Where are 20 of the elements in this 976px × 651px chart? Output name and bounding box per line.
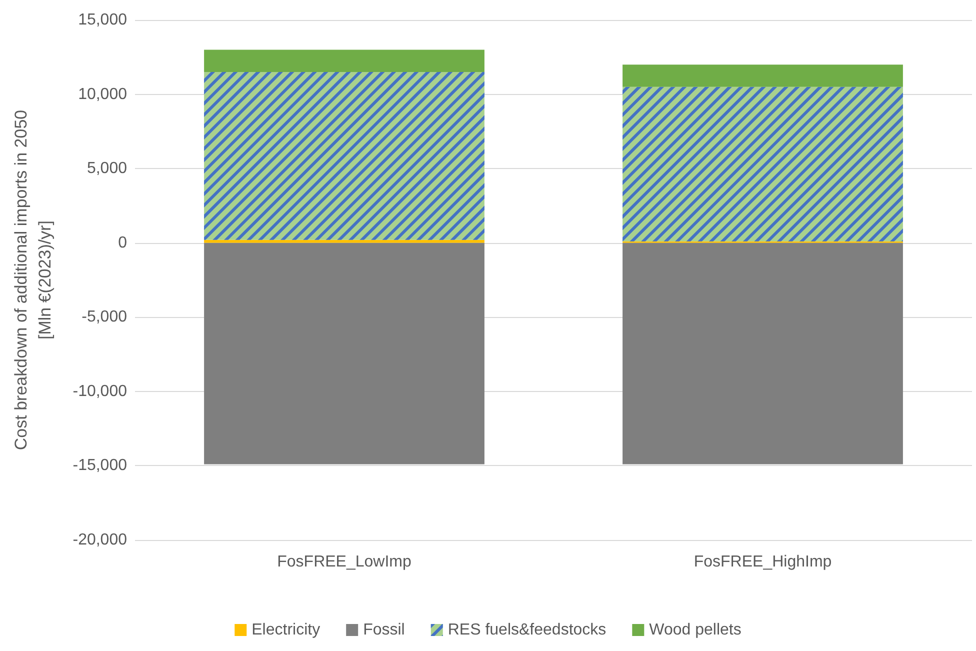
legend-label: Fossil (363, 622, 405, 638)
x-tick-label: FosFREE_LowImp (277, 554, 412, 570)
bar (204, 50, 484, 72)
bar (204, 240, 484, 243)
bar (204, 242, 484, 464)
y-tick-label: 15,000 (78, 12, 128, 28)
y-tick-label: -10,000 (72, 382, 128, 400)
y-tick-label: 10,000 (78, 86, 128, 103)
y-tick-label: -15,000 (72, 457, 128, 474)
legend-label: Electricity (252, 622, 320, 638)
bar (622, 64, 903, 87)
x-tick-label: FosFREE_HighImp (694, 554, 832, 570)
legend-label: Wood pellets (649, 622, 742, 638)
y-tick-label: 5,000 (86, 160, 128, 178)
bar (622, 242, 903, 464)
legend-label: RES fuels&feedstocks (448, 622, 606, 638)
y-axis-title: Cost breakdown of additional imports in 2050 [Mln €(2023)/yr] (12, 110, 54, 450)
y-tick-label: 0 (118, 234, 128, 252)
y-tick-label: -20,000 (72, 532, 128, 548)
y-tick-label: -5,000 (82, 308, 128, 326)
